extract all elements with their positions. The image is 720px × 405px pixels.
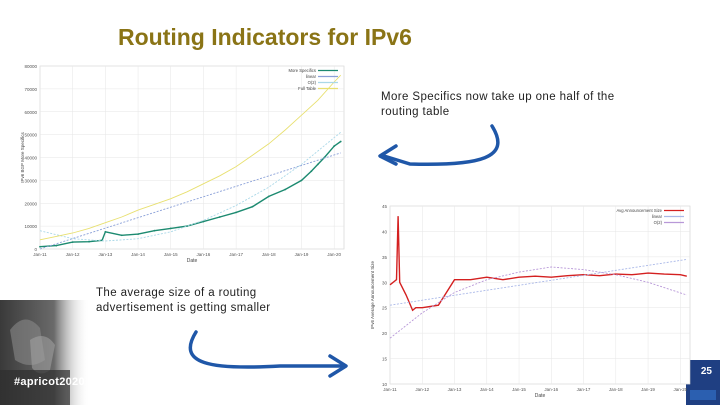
data-point [333,145,336,147]
data-point [153,229,156,232]
x-axis-label: Date [187,258,198,264]
series-line-1 [39,152,341,250]
y-tick-label: 35 [382,255,388,260]
corner-graphic [686,360,720,405]
x-tick-label: Jan-20 [327,252,341,257]
y-tick-label: 70000 [24,87,37,92]
slide-title: Routing Indicators for IPv6 [118,24,412,50]
y-tick-label: 25 [382,306,388,311]
arrow-top [378,124,500,167]
legend-entry: O(2) [308,80,317,85]
data-point [88,240,90,243]
data-point [218,216,221,218]
x-tick-label: Jan-19 [641,387,655,392]
legend-entry: linear [306,74,317,79]
data-point [235,211,238,214]
x-tick-label: Jan-13 [98,252,112,257]
series-line-2 [39,131,341,242]
legend-entry: Full Table [298,86,317,91]
avg-announcement-chart: 10 15 20 25 30 35 40 45 Jan-11 Jan-12 Jan-13 Jan-14… [370,204,691,399]
x-tick-label: Jan-17 [229,252,243,257]
data-point [39,245,41,248]
more-specifics-chart: 0 10000 20000 30000 40000 50000 60000 70000 8000… [20,64,345,264]
event-hashtag: #apricot2020 [14,376,85,388]
x-tick-label: Jan-18 [609,387,623,392]
data-point [202,220,205,223]
callout-avg-size: The average size of a routing advertisem… [96,287,271,314]
x-tick-label: Jan-18 [262,252,276,257]
x-tick-label: Jan-14 [131,252,145,257]
legend-entry: Avg Announcement Size [616,208,662,213]
legend-entry: More Specifics [289,68,316,73]
y-axis-label: IPv6 Average Announcement Size [370,261,375,329]
legend-entry: linear [652,214,663,219]
data-point [251,205,254,208]
y-tick-label: 50000 [24,133,37,138]
data-point [55,244,58,247]
data-point [104,230,107,233]
data-point [71,241,74,244]
y-axis-label: IPv6 BGP More Specifics [20,132,25,183]
y-tick-label: 60000 [24,110,37,115]
y-tick-label: 20000 [24,201,37,206]
y-tick-label: 15 [382,357,388,362]
series-line-2 [389,266,687,339]
x-tick-label: Jan-17 [577,387,591,392]
x-tick-label: Jan-12 [66,252,80,257]
y-tick-label: 40000 [24,156,37,161]
y-tick-label: 40 [382,229,388,234]
data-point [316,163,319,166]
x-tick-label: Jan-11 [33,252,47,257]
x-tick-label: Jan-14 [480,387,494,392]
x-tick-label: Jan-15 [512,387,526,392]
y-tick-label: 30000 [24,178,37,183]
y-tick-label: 10000 [24,224,37,229]
plot-area [389,205,691,385]
data-point [169,227,172,230]
data-point [310,170,313,173]
y-tick-label: 45 [382,204,388,209]
x-tick-label: Jan-15 [164,252,178,257]
data-point [300,179,303,182]
x-tick-label: Jan-11 [383,387,397,392]
legend-entry: O(2) [654,220,663,225]
x-tick-label: Jan-19 [295,252,309,257]
arrow-bottom [188,330,348,378]
x-tick-label: Jan-12 [415,387,429,392]
y-tick-label: 20 [382,331,388,336]
background-photo [0,300,90,405]
callout-more-specifics: More Specifics now take up one half of t… [381,91,615,118]
x-tick-label: Jan-13 [448,387,462,392]
x-tick-label: Jan-16 [544,387,558,392]
data-point [137,233,139,236]
x-tick-label: Jan-16 [197,252,211,257]
y-tick-label: 10 [382,382,388,387]
data-point [284,188,287,191]
y-tick-label: 0 [34,247,37,252]
data-point [120,234,123,237]
x-tick-label: Jan-20 [673,387,687,392]
data-point [339,140,342,143]
series-line-1 [389,258,687,306]
y-tick-label: 80000 [24,64,37,69]
y-tick-label: 30 [382,280,388,285]
data-point [267,195,270,198]
page-number: 25 [700,366,712,377]
series-line-3 [39,74,342,241]
x-axis-label: Date [535,393,546,399]
data-point [186,225,188,228]
series-line-0 [389,216,687,312]
